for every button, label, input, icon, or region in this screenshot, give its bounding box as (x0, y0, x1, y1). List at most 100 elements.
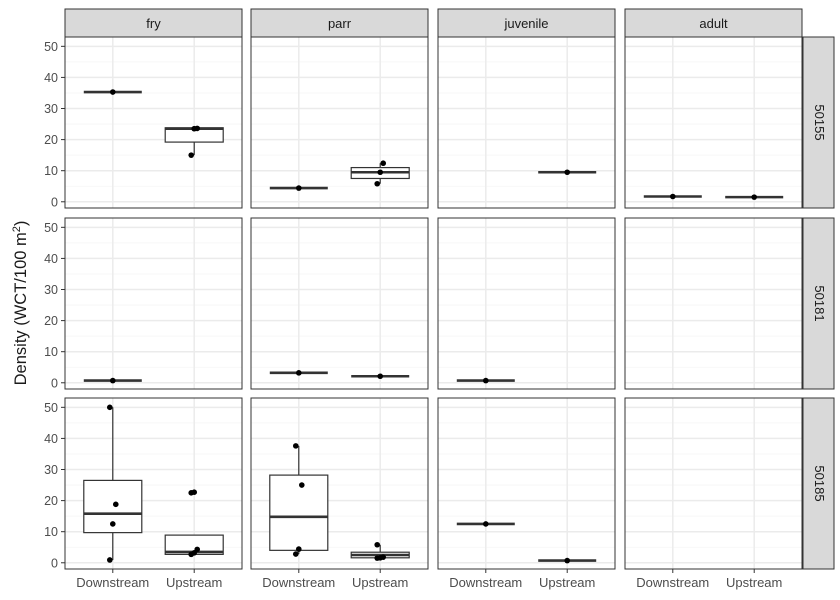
panel-border (250, 36, 429, 209)
panel-bg (625, 398, 802, 569)
y-tick-label: 40 (44, 71, 58, 85)
data-point (106, 404, 113, 411)
row-strip-bg (802, 36, 835, 209)
panel-border (437, 397, 616, 570)
y-tick-label: 20 (44, 494, 58, 508)
panel-bg (438, 218, 615, 389)
panel-border (624, 36, 803, 209)
box-group (83, 404, 143, 563)
panel-bg (438, 37, 615, 208)
facet-panel (625, 398, 802, 569)
y-tick-label: 20 (44, 314, 58, 328)
box-group (643, 193, 702, 200)
panel-border (64, 217, 243, 390)
facet-panel (625, 37, 802, 208)
y-tick-label: 20 (44, 133, 58, 147)
x-tick-label: Upstream (166, 575, 222, 590)
y-tick-label: 30 (44, 283, 58, 297)
box-group (269, 185, 328, 191)
data-point (109, 377, 116, 384)
data-point (374, 541, 381, 548)
y-tick-label: 10 (44, 345, 58, 359)
data-point (751, 194, 758, 200)
y-tick-label: 50 (44, 40, 58, 54)
box-group (83, 89, 142, 95)
data-point (191, 489, 198, 496)
y-tick-label: 40 (44, 252, 58, 266)
data-point (112, 501, 119, 508)
y-axis-title: Density (WCT/100 m2) (11, 221, 30, 386)
box-group (538, 557, 597, 564)
panel-border (64, 36, 243, 209)
data-point (374, 180, 381, 187)
row-strip-label: 50181 (812, 285, 827, 321)
y-tick-label: 50 (44, 221, 58, 235)
x-tick-label: Upstream (539, 575, 595, 590)
row-strip-bg (802, 217, 835, 390)
col-strip-bg (624, 8, 803, 38)
col-strip-bg (437, 8, 616, 38)
data-point (194, 546, 201, 553)
box-group (725, 194, 784, 200)
data-point (482, 377, 489, 384)
panel-border (437, 217, 616, 390)
facet-panel (251, 218, 428, 389)
col-strip-label: parr (328, 16, 352, 31)
panels-layer: fry parr juvenile adult 50155 50181 50185 0 10 20… (44, 8, 835, 590)
data-point (377, 373, 384, 380)
panel-border (624, 397, 803, 570)
data-point (380, 554, 387, 560)
data-point (292, 443, 299, 449)
box-group (456, 521, 515, 527)
x-tick-label: Upstream (352, 575, 408, 590)
box-group (164, 125, 224, 158)
facet-panel (438, 398, 615, 569)
y-tick-label: 10 (44, 525, 58, 539)
box-group (269, 443, 329, 557)
box-group (83, 377, 142, 384)
data-point (109, 89, 116, 95)
panel-bg (438, 398, 615, 569)
row-strip-label: 50185 (812, 465, 827, 501)
x-tick-label: Downstream (262, 575, 335, 590)
data-point (188, 152, 195, 158)
col-strip-label: adult (699, 16, 728, 31)
panel-bg (65, 218, 242, 389)
y-tick-label: 10 (44, 164, 58, 178)
data-point (377, 169, 384, 176)
facet-panel (625, 218, 802, 389)
row-strip-label: 50155 (812, 104, 827, 140)
x-tick-label: Downstream (76, 575, 149, 590)
data-point (298, 482, 305, 488)
y-tick-label: 30 (44, 102, 58, 116)
y-tick-label: 50 (44, 401, 58, 415)
data-point (109, 521, 116, 527)
box-group (350, 541, 410, 561)
box-group (269, 370, 328, 376)
row-strip-bg (802, 397, 835, 570)
panel-border (624, 217, 803, 390)
panel-bg (65, 37, 242, 208)
data-point (669, 193, 676, 200)
data-point (380, 160, 387, 167)
y-tick-label: 0 (51, 195, 58, 209)
facet-panel (438, 37, 615, 208)
facet-panel (251, 37, 428, 208)
panel-border (437, 36, 616, 209)
data-point (292, 551, 299, 557)
data-point (564, 557, 571, 564)
box-group (351, 373, 410, 380)
x-tick-label: Downstream (449, 575, 522, 590)
data-point (482, 521, 489, 527)
col-strip-bg (64, 8, 243, 38)
panel-border (250, 217, 429, 390)
data-point (295, 546, 302, 552)
facet-panel (65, 37, 242, 208)
panel-bg (251, 37, 428, 208)
col-strip-label: juvenile (503, 16, 548, 31)
y-tick-label: 0 (51, 556, 58, 570)
y-tick-label: 40 (44, 432, 58, 446)
facet-panel (65, 218, 242, 389)
box-group (350, 160, 410, 187)
